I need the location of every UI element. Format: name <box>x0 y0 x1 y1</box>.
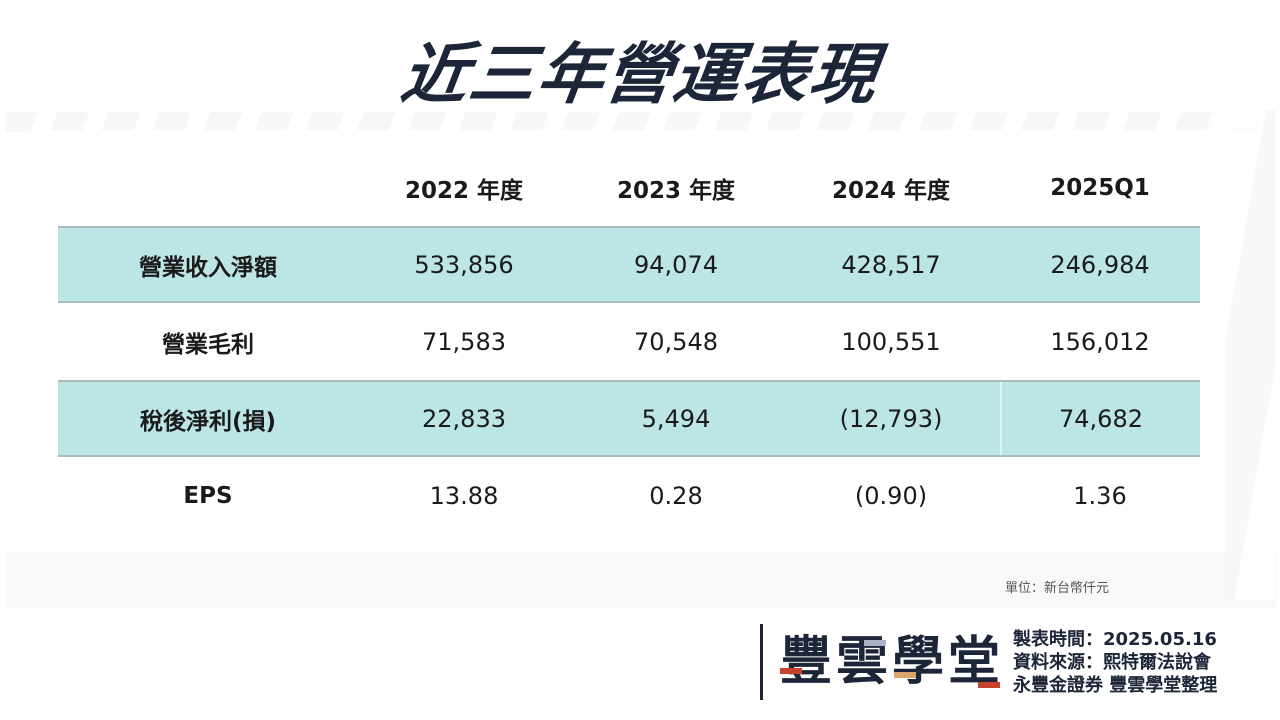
table-row-net-income: 稅後淨利(損) 22,833 5,494 (12,793) 74,682 <box>58 380 1200 457</box>
table-row-revenue: 營業收入淨額 533,856 94,074 428,517 246,984 <box>58 226 1200 303</box>
table-cell: (12,793) <box>839 404 943 433</box>
table-cell: 22,833 <box>422 404 506 433</box>
table-cell: 71,583 <box>422 327 506 356</box>
footer-date-line: 製表時間：2025.05.16 <box>1013 629 1217 650</box>
header-cell-2024: 2024 年度 <box>831 178 951 204</box>
logo-char: 堂 <box>948 632 1000 692</box>
logo-accent-tan <box>894 672 917 678</box>
table-cell: 94,074 <box>634 250 718 279</box>
table-cell: 100,551 <box>841 327 941 356</box>
table-header-row: 2022 年度 2023 年度 2024 年度 2025Q1 <box>58 150 1200 226</box>
table-cell: 5,494 <box>641 404 711 433</box>
row-label: 稅後淨利(損) <box>139 408 277 435</box>
table-row-gross-profit: 營業毛利 71,583 70,548 100,551 156,012 <box>58 303 1200 380</box>
table-cell: 0.28 <box>649 481 703 510</box>
table-row-eps: EPS 13.88 0.28 (0.90) 1.36 <box>58 457 1200 534</box>
content-card <box>30 130 1230 550</box>
table-cell: 13.88 <box>429 481 499 510</box>
header-cell-2022: 2022 年度 <box>404 178 524 204</box>
table-cell: 70,548 <box>634 327 718 356</box>
footer-credit-line: 永豐金證券 豐雲學堂整理 <box>1013 675 1218 696</box>
header-cell-2025q1: 2025Q1 <box>1050 175 1150 201</box>
table-cell: (0.90) <box>854 481 928 510</box>
logo-char-text: 學 <box>892 632 945 692</box>
logo-accent-red <box>978 682 1001 688</box>
logo-char: 豐 <box>780 632 832 692</box>
logo-char: 雲 <box>836 632 888 692</box>
table-cell: 533,856 <box>414 250 514 279</box>
table-cell: 74,682 <box>1000 382 1200 455</box>
watermark-band-top <box>6 112 1276 132</box>
logo-char: 學 <box>892 632 944 692</box>
row-label: 營業毛利 <box>162 331 254 358</box>
unit-note: 單位：新台幣仟元 <box>1005 581 1110 596</box>
watermark-slash <box>1225 110 1275 600</box>
footer-info: 製表時間：2025.05.16 資料來源：熙特爾法說會 永豐金證券 豐雲學堂整理 <box>1013 628 1217 697</box>
table-cell: 1.36 <box>1073 481 1127 510</box>
table-cell: 246,984 <box>1050 250 1150 279</box>
watermark-band-bottom <box>6 552 1276 608</box>
logo-accent-red <box>780 668 802 674</box>
logo-char-text: 豐 <box>780 632 833 692</box>
brand-logo: 豐 雲 學 堂 <box>780 632 1004 692</box>
logo-accent-grey <box>864 640 887 646</box>
row-label: EPS <box>183 482 233 509</box>
header-cell-2023: 2023 年度 <box>616 178 736 204</box>
table-cell: 156,012 <box>1050 327 1150 356</box>
header-cell-empty <box>58 150 358 226</box>
page-title: 近三年營運表現 <box>396 36 884 113</box>
row-label: 營業收入淨額 <box>139 254 277 281</box>
financial-table: 2022 年度 2023 年度 2024 年度 2025Q1 營業收入淨額 53… <box>58 150 1200 534</box>
table-cell: 428,517 <box>841 250 941 279</box>
footer-divider <box>760 624 763 700</box>
footer-source-line: 資料來源：熙特爾法說會 <box>1013 652 1211 673</box>
